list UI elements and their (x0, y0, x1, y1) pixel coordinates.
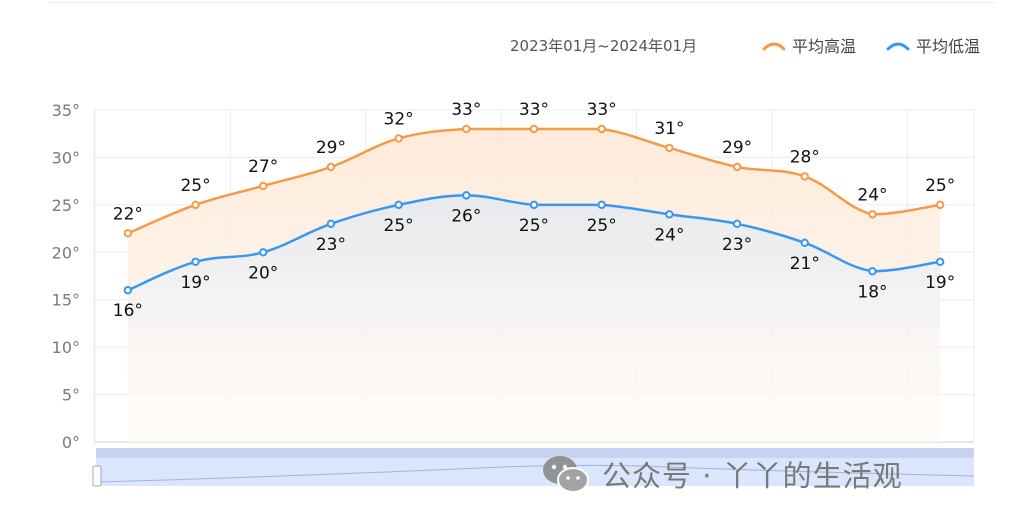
low-data-label: 25° (519, 216, 549, 236)
high-point (597, 124, 606, 134)
low-point (665, 210, 674, 219)
high-data-label: 28° (790, 147, 820, 167)
series-points (123, 124, 945, 295)
low-point (259, 248, 268, 257)
low-data-label: 25° (587, 216, 617, 236)
high-point (665, 143, 674, 153)
wechat-icon (543, 456, 589, 493)
legend-low-label: 平均低温 (916, 37, 981, 56)
high-data-label: 24° (857, 185, 887, 205)
low-data-label: 19° (925, 273, 955, 293)
low-point (800, 238, 809, 248)
low-data-label: 23° (316, 235, 346, 255)
low-data-label: 16° (113, 301, 143, 321)
high-point (326, 162, 336, 172)
date-range-label: 2023年01月~2024年01月 (510, 37, 698, 55)
y-tick-label: 20° (52, 243, 80, 262)
high-data-label: 33° (587, 100, 617, 120)
low-data-label: 18° (857, 282, 887, 302)
watermark: 公众号 · 丫丫的生活观 (540, 452, 903, 496)
high-point (462, 124, 471, 134)
low-temperature-area (127, 195, 941, 442)
legend-high-icon (762, 42, 786, 51)
low-point (529, 200, 539, 210)
high-point (732, 162, 742, 172)
y-axis: 0° 5° 10° 15° 20° 25° 30° 35° (52, 101, 80, 452)
low-data-label: 19° (180, 273, 210, 293)
y-tick-label: 15° (52, 291, 80, 310)
high-data-label: 29° (722, 138, 752, 158)
high-data-label: 25° (925, 176, 955, 196)
low-data-label: 23° (722, 235, 752, 255)
low-point (597, 200, 606, 210)
high-data-label: 31° (654, 119, 684, 139)
low-point (935, 257, 945, 266)
legend-high-label: 平均高温 (792, 37, 857, 56)
y-tick-label: 30° (52, 148, 80, 167)
y-tick-label: 35° (52, 101, 80, 120)
low-data-label: 20° (248, 263, 278, 283)
zoom-handle-left (92, 465, 102, 487)
high-point (394, 134, 403, 143)
low-data-label: 25° (384, 216, 414, 236)
high-data-label: 22° (113, 204, 143, 224)
data-labels: 22° 25° 27° 29° 32° 33° 33° 33° 31° 29° 28° 24° 25° 1… (113, 100, 955, 321)
y-tick-label: 25° (52, 196, 80, 215)
zoom-track-top (96, 448, 974, 458)
high-point (259, 181, 268, 191)
legend-low-icon (886, 42, 910, 51)
high-point (191, 200, 200, 210)
watermark-text: 公众号 · 丫丫的生活观 (602, 459, 903, 493)
high-point (529, 124, 539, 134)
y-tick-label: 10° (52, 338, 80, 357)
low-point (462, 191, 471, 200)
high-point (800, 172, 809, 181)
low-point (732, 219, 742, 229)
chart-frame (8, 0, 1014, 531)
high-data-label: 25° (180, 176, 210, 196)
high-data-label: 29° (316, 138, 346, 158)
high-point (868, 210, 877, 219)
low-point (326, 219, 336, 229)
low-data-label: 26° (451, 206, 481, 226)
high-data-label: 32° (384, 109, 414, 129)
high-point (123, 229, 133, 238)
low-data-label: 21° (790, 254, 820, 274)
legend-item-high[interactable]: 平均高温 (762, 33, 856, 57)
low-point (868, 267, 877, 276)
low-point (123, 286, 133, 295)
high-point (935, 200, 945, 210)
low-point (394, 200, 403, 210)
high-data-label: 27° (248, 157, 278, 177)
high-data-label: 33° (519, 100, 549, 120)
y-tick-label: 5° (62, 386, 80, 405)
y-tick-label: 0° (62, 433, 80, 452)
top-divider (48, 2, 996, 3)
legend-item-low[interactable]: 平均低温 (886, 33, 980, 57)
series-areas (127, 128, 941, 442)
low-point (191, 257, 200, 266)
low-data-label: 24° (654, 225, 684, 245)
high-data-label: 33° (451, 100, 481, 120)
